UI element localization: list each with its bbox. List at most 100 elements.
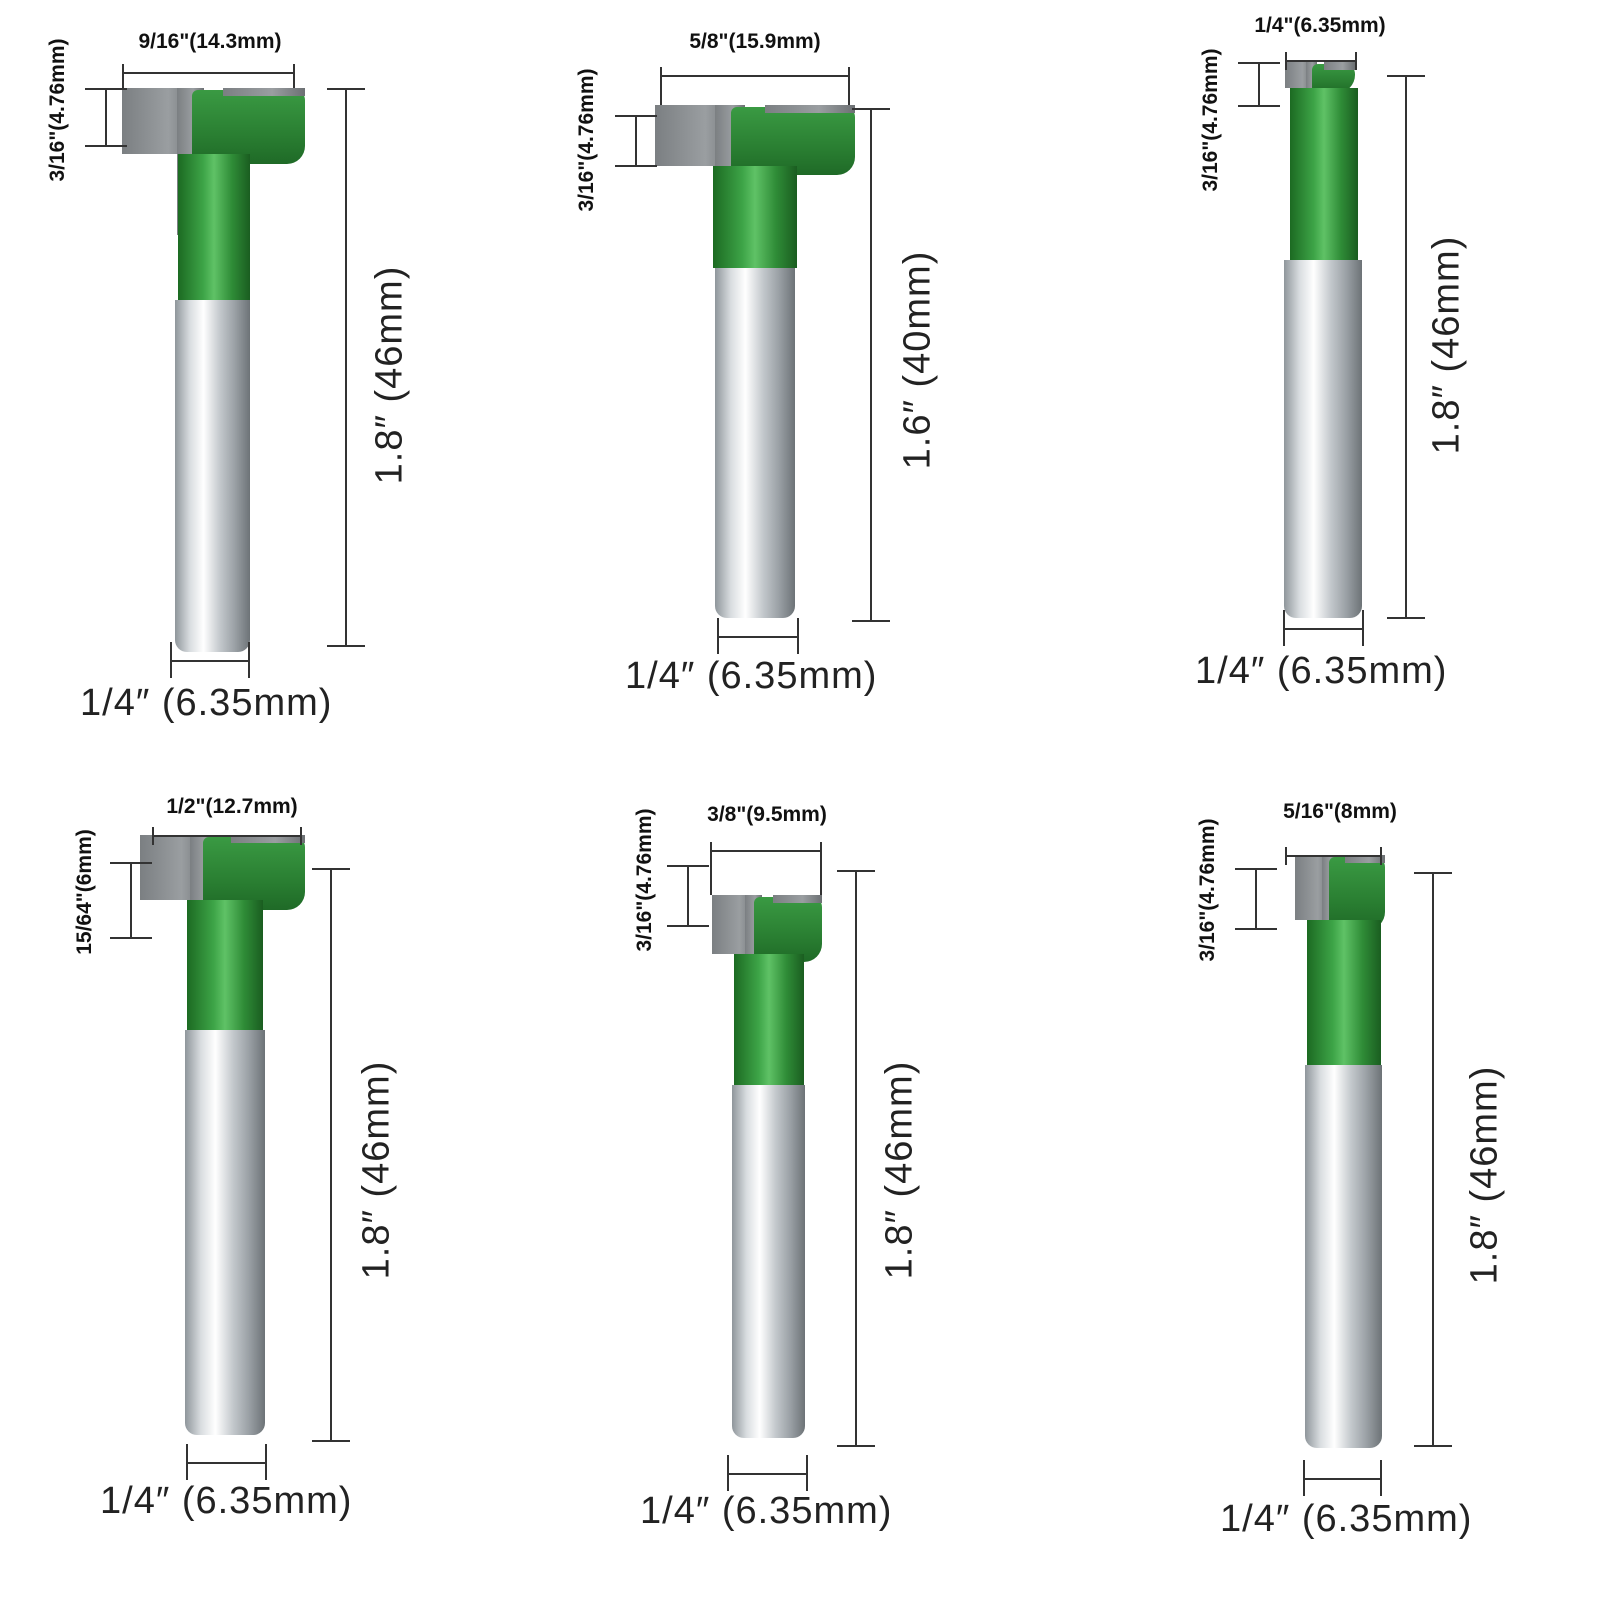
length-dimension-tick	[1387, 617, 1425, 619]
length-dimension-line	[1432, 872, 1434, 1445]
width-dimension-tick	[710, 842, 712, 895]
overall-length-label: 1.8″ (46mm)	[368, 265, 411, 485]
cutter-width-label: 1/2"(12.7mm)	[166, 795, 298, 818]
cutter-height-label: 15/64"(6mm)	[73, 829, 96, 955]
height-dimension-tick	[615, 115, 657, 117]
length-dimension-tick	[327, 88, 365, 90]
cutter-body	[731, 107, 855, 175]
overall-length-label: 1.8″ (46mm)	[878, 1060, 921, 1280]
cutter-neck	[1290, 88, 1358, 260]
shank-dimension-line	[1303, 1478, 1380, 1480]
cutter-neck	[713, 165, 797, 268]
length-dimension-line	[870, 108, 872, 620]
cutter-height-label: 3/16"(4.76mm)	[633, 808, 656, 952]
length-dimension-line	[855, 870, 857, 1445]
height-dimension-line	[1258, 62, 1260, 105]
width-dimension-tick	[1380, 847, 1382, 865]
cutter-neck	[187, 900, 263, 1030]
shank-diameter-label: 1/4″ (6.35mm)	[100, 1480, 353, 1522]
overall-length-label: 1.8″ (46mm)	[1425, 235, 1468, 455]
cutter-height-label: 3/16"(4.76mm)	[46, 38, 69, 182]
width-dimension-line	[1285, 855, 1380, 857]
length-dimension-line	[1405, 75, 1407, 617]
shank-dimension-tick	[1380, 1460, 1382, 1496]
shank	[185, 1030, 265, 1435]
length-dimension-tick	[1414, 1445, 1452, 1447]
cutter-width-label: 9/16"(14.3mm)	[138, 30, 282, 53]
shank-dimension-tick	[265, 1444, 267, 1480]
carbide-cutter-right	[230, 835, 305, 843]
carbide-cutter-right	[1344, 855, 1385, 863]
height-dimension-tick	[1235, 868, 1277, 870]
width-dimension-tick	[293, 64, 295, 88]
carbide-cutter-right	[772, 895, 822, 903]
carbide-cutter-right	[222, 88, 305, 96]
length-dimension-tick	[327, 645, 365, 647]
shank-dimension-tick	[248, 642, 250, 678]
cutter-width-label: 5/16"(8mm)	[1283, 800, 1397, 823]
width-dimension-tick	[152, 827, 154, 845]
overall-length-label: 1.8″ (46mm)	[355, 1060, 398, 1280]
width-dimension-tick	[660, 67, 662, 105]
width-dimension-line	[1285, 60, 1355, 62]
cutter-height-label: 3/16"(4.76mm)	[575, 68, 598, 212]
shank-dimension-tick	[717, 618, 719, 654]
width-dimension-line	[660, 75, 848, 77]
cutter-body	[191, 90, 305, 164]
height-dimension-tick	[110, 862, 152, 864]
cutter-width-label: 5/8"(15.9mm)	[689, 30, 821, 53]
shank-diameter-label: 1/4″ (6.35mm)	[625, 655, 878, 697]
shank-dimension-tick	[186, 1444, 188, 1480]
width-dimension-tick	[122, 64, 124, 88]
shank-dimension-line	[717, 636, 797, 638]
width-dimension-tick	[820, 842, 822, 895]
length-dimension-tick	[852, 620, 890, 622]
cutter-neck	[734, 953, 804, 1085]
shank-diameter-label: 1/4″ (6.35mm)	[1220, 1498, 1473, 1540]
height-dimension-line	[105, 88, 107, 145]
length-dimension-tick	[837, 870, 875, 872]
width-dimension-tick	[848, 67, 850, 105]
width-dimension-tick	[300, 827, 302, 845]
shank	[175, 300, 250, 652]
width-dimension-tick	[1355, 52, 1357, 70]
length-dimension-tick	[1414, 872, 1452, 874]
height-dimension-tick	[85, 145, 127, 147]
height-dimension-tick	[667, 925, 709, 927]
shank	[1284, 260, 1362, 618]
height-dimension-tick	[85, 88, 127, 90]
cutter-height-label: 3/16"(4.76mm)	[1199, 48, 1222, 192]
height-dimension-tick	[1238, 105, 1280, 107]
length-dimension-tick	[837, 1445, 875, 1447]
carbide-cutter-right	[765, 105, 855, 113]
length-dimension-line	[345, 88, 347, 645]
length-dimension-line	[330, 868, 332, 1440]
width-dimension-line	[122, 72, 293, 74]
shank-dimension-tick	[1362, 610, 1364, 646]
shank	[732, 1085, 805, 1438]
shank-dimension-tick	[1303, 1460, 1305, 1496]
height-dimension-tick	[110, 937, 152, 939]
length-dimension-tick	[312, 1440, 350, 1442]
shank-dimension-tick	[797, 618, 799, 654]
shank-dimension-tick	[727, 1455, 729, 1491]
cutter-body	[753, 897, 822, 962]
width-dimension-line	[710, 850, 820, 852]
shank	[1305, 1065, 1382, 1448]
height-dimension-tick	[667, 865, 709, 867]
shank-dimension-line	[1283, 628, 1362, 630]
width-dimension-tick	[1285, 847, 1287, 865]
shank-dimension-line	[186, 1462, 265, 1464]
length-dimension-tick	[312, 868, 350, 870]
shank-diameter-label: 1/4″ (6.35mm)	[80, 682, 333, 724]
shank-dimension-tick	[170, 642, 172, 678]
cutter-height-label: 3/16"(4.76mm)	[1196, 818, 1219, 962]
length-dimension-tick	[852, 108, 890, 110]
shank	[715, 268, 795, 618]
height-dimension-tick	[1238, 62, 1280, 64]
shank-dimension-line	[170, 660, 248, 662]
cutter-body	[202, 837, 305, 910]
height-dimension-line	[1255, 868, 1257, 928]
width-dimension-line	[152, 835, 300, 837]
shank-dimension-tick	[806, 1455, 808, 1491]
